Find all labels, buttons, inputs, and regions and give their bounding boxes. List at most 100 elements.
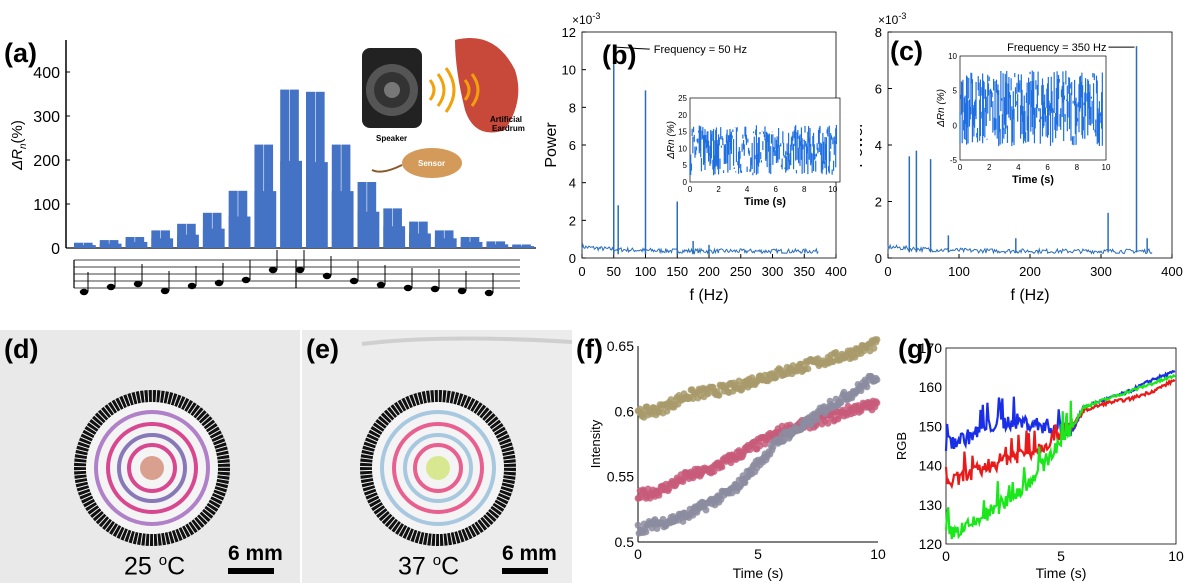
panel-f-label: (f)	[576, 334, 603, 364]
panel-a-burst-base	[331, 191, 354, 248]
inset-y-label: ΔRn (%)	[666, 121, 677, 160]
y-tick-label: 4	[569, 176, 576, 191]
music-note	[106, 283, 116, 291]
x-tick-label: 400	[825, 264, 847, 279]
music-note	[79, 288, 89, 296]
f-scatter-point	[873, 336, 881, 343]
f-y-tick: 0.65	[607, 338, 634, 354]
music-note	[241, 276, 251, 284]
scale-bar-e	[502, 568, 548, 574]
g-y-tick: 150	[919, 418, 943, 434]
f-x-label: Time (s)	[733, 565, 784, 581]
f-scatter-point	[710, 468, 718, 475]
inset-x-tick: 10	[1102, 163, 1111, 172]
g-y-tick: 130	[919, 497, 943, 513]
music-note	[268, 266, 278, 274]
scale-bar-d	[228, 568, 274, 574]
x-tick-label: 200	[1019, 264, 1041, 279]
f-y-tick: 0.6	[615, 403, 635, 419]
x-tick-label: 300	[1090, 264, 1112, 279]
panel-a-burst-base	[74, 245, 96, 248]
f-y-tick: 0.55	[607, 469, 634, 485]
temp-label-e: 37 oC	[398, 552, 460, 581]
panel-a-burst-base	[486, 244, 509, 248]
f-scatter-point	[873, 399, 881, 407]
x-tick-label: 400	[1161, 264, 1183, 279]
panel-a-burst-base	[151, 238, 174, 248]
inset-x-tick: 0	[958, 163, 963, 172]
speaker-ear-inset: Speaker Sensor Artificial Eardrum	[362, 38, 525, 178]
panel-a-ytick: 100	[33, 197, 60, 214]
f-x-tick: 10	[870, 546, 886, 562]
inset-x-tick: 4	[1016, 163, 1021, 172]
g-x-label: Time (s)	[1036, 565, 1087, 581]
panel-a-burst-base	[99, 243, 122, 248]
x-tick-label: 50	[607, 264, 621, 279]
x-tick-label: 0	[884, 264, 891, 279]
f-scatter-point	[769, 443, 777, 451]
y-tick-label: 12	[562, 25, 576, 40]
inset-speaker-label: Speaker	[376, 134, 407, 143]
scale-label-d: 6 mm	[228, 542, 283, 565]
panel-a-burst-base	[280, 160, 302, 248]
f-scatter-point	[642, 528, 650, 536]
y-axis-label: Power	[543, 122, 560, 168]
g-y-tick: 140	[919, 458, 943, 474]
inset-x-tick: 0	[688, 185, 693, 194]
g-x-tick: 10	[1168, 548, 1184, 564]
inset-y-tick: 10	[948, 52, 957, 61]
panel-b: 0 50 100 150 200 250 300 350 400 0 2 4 6 8 10 12 f (Hz) P…	[540, 0, 860, 310]
panel-a-ytick: 200	[33, 153, 60, 170]
panel-f: 0 5 10 0.5 0.55 0.6 0.65 Time (s) Intensity (f)	[572, 330, 890, 583]
panel-a-burst-base	[202, 228, 225, 248]
f-scatter-point	[873, 376, 881, 384]
y-tick-label: 4	[875, 138, 882, 153]
x-tick-label: 350	[793, 264, 815, 279]
f-scatter-point	[702, 506, 710, 514]
music-note	[349, 277, 359, 285]
panel-a-ytick: 400	[33, 65, 60, 82]
panel-a-burst-base	[357, 211, 380, 248]
inset-y-tick: 0	[953, 121, 958, 130]
inset-y-tick: 5	[683, 161, 688, 170]
inset-x-tick: 2	[716, 185, 721, 194]
music-note	[322, 272, 332, 280]
f-scatter-point	[797, 360, 805, 368]
f-y-label: Intensity	[588, 419, 603, 468]
f-scatter-point	[824, 419, 832, 427]
music-note	[295, 266, 305, 274]
panel-a-burst-base	[383, 226, 406, 248]
photo-d	[0, 330, 300, 583]
y-tick-label: 10	[562, 63, 576, 78]
f-scatter-point	[727, 459, 735, 467]
music-note	[457, 287, 467, 295]
inset-y-tick: 25	[678, 94, 687, 103]
f-scatter-point	[804, 365, 812, 373]
panel-d: (d) 25 oC 6 mm	[0, 330, 300, 583]
inset-signal	[689, 124, 838, 176]
x-tick-label: 250	[730, 264, 752, 279]
inset-x-label: Time (s)	[744, 196, 786, 208]
g-y-tick: 120	[919, 536, 943, 552]
music-note	[214, 279, 224, 287]
music-note	[403, 284, 413, 292]
panel-a-burst-base	[306, 162, 328, 248]
f-scatter-point	[837, 399, 845, 406]
panel-a-chart: 0 100 200 300 400 ΔRn(%) Speaker Sensor Arti…	[9, 38, 536, 297]
panel-g-label: (g)	[898, 334, 933, 364]
inset-y-tick: -5	[950, 156, 958, 165]
panel-a-ytick: 0	[51, 241, 60, 258]
panel-a-burst-base	[254, 191, 277, 248]
panel-e: (e) 37 oC 6 mm	[302, 330, 572, 583]
music-note	[133, 280, 143, 288]
y-tick-label: 2	[569, 213, 576, 228]
x-tick-label: 100	[948, 264, 970, 279]
x-tick-label: 100	[635, 264, 657, 279]
panel-a-label: (a)	[4, 38, 37, 68]
f-x-tick: 0	[634, 546, 642, 562]
inset-x-tick: 6	[773, 185, 778, 194]
inset-x-tick: 8	[1075, 163, 1080, 172]
inset-sensor-label: Sensor	[418, 159, 445, 168]
f-scatter-point	[718, 463, 726, 471]
